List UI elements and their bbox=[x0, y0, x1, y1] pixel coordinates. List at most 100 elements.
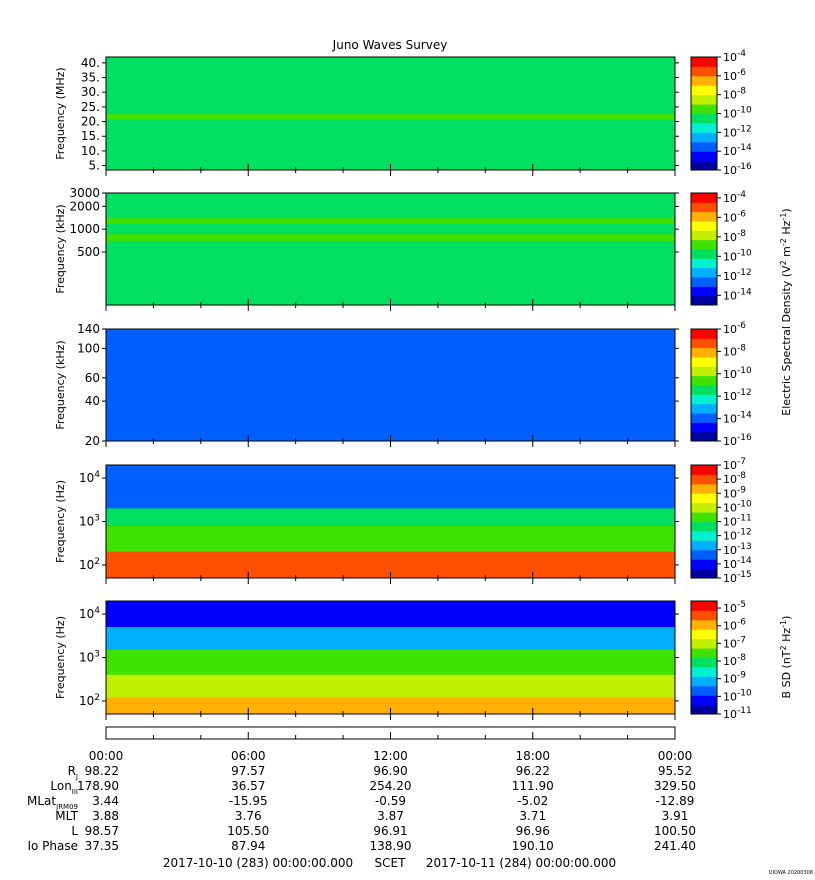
ephemeris-value: 111.90 bbox=[512, 779, 554, 793]
colorbar-segment bbox=[691, 483, 717, 494]
ephemeris-row-label: LonIII bbox=[50, 779, 78, 796]
ephemeris-table: 00:00 06:00 12:00 18:00 00:00 RJ 98.22 97.57 96.… bbox=[27, 749, 696, 853]
colorbar-tick-label: 10-6 bbox=[723, 68, 746, 83]
ephemeris-row-label: L bbox=[71, 824, 78, 838]
ephemeris-value: 37.35 bbox=[85, 839, 119, 853]
y-tick-label: 104 bbox=[79, 470, 100, 485]
colorbar-segment bbox=[691, 413, 717, 423]
colorbar-segment bbox=[691, 75, 717, 86]
ephemeris-value: 100.50 bbox=[654, 824, 696, 838]
ephemeris-value: -5.02 bbox=[517, 794, 548, 808]
ephemeris-value: 98.22 bbox=[85, 764, 119, 778]
ephemeris-value: 96.22 bbox=[516, 764, 550, 778]
spectrogram-band bbox=[106, 649, 675, 675]
ephemeris-value: 3.76 bbox=[235, 809, 262, 823]
colorbar-tick-label: 10-10 bbox=[723, 688, 752, 703]
scet-label: SCET bbox=[375, 856, 407, 870]
colorbar-segment bbox=[691, 295, 717, 306]
colorbar-segment bbox=[691, 493, 717, 504]
time-label: 00:00 bbox=[658, 749, 693, 763]
spectrogram-background bbox=[106, 57, 675, 170]
colorbar-tick-label: 10-10 bbox=[723, 366, 752, 381]
colorbar-segment bbox=[691, 465, 717, 475]
panels-group: 5.10.15.20.25.30.35.40. Frequency (MHz) 10… bbox=[54, 49, 752, 721]
colorbar-tick-label: 10-12 bbox=[723, 124, 752, 139]
colorbar-tick-label: 10-16 bbox=[723, 433, 752, 448]
ephemeris-value: 98.57 bbox=[85, 824, 119, 838]
colorbar-tick-label: 10-6 bbox=[723, 321, 746, 336]
colorbar-tick-label: 10-14 bbox=[723, 143, 752, 158]
colorbar-tick-label: 10-16 bbox=[723, 162, 752, 177]
colorbar-tick-label: 10-14 bbox=[723, 287, 752, 302]
panel-p1: 5.10.15.20.25.30.35.40. Frequency (MHz) 10… bbox=[54, 49, 752, 177]
colorbar-segment bbox=[691, 329, 717, 339]
spectrogram-band bbox=[106, 627, 675, 650]
ephemeris-value: -0.59 bbox=[375, 794, 406, 808]
colorbar-tick-label: 10-9 bbox=[723, 671, 746, 686]
time-label: 12:00 bbox=[373, 749, 408, 763]
colorbar-tick-label: 10-11 bbox=[723, 706, 752, 721]
y-tick-label: 15. bbox=[81, 129, 100, 143]
y-tick-label: 30. bbox=[81, 85, 100, 99]
colorbar-segment bbox=[691, 258, 717, 269]
colorbar-segment bbox=[691, 394, 717, 405]
colorbar-segment bbox=[691, 239, 717, 250]
y-tick-label: 102 bbox=[79, 557, 100, 572]
colorbar-segment bbox=[691, 521, 717, 532]
y-axis-label: Frequency (Hz) bbox=[54, 616, 67, 699]
ephemeris-value: 254.20 bbox=[370, 779, 412, 793]
colorbar-tick-label: 10-13 bbox=[723, 542, 752, 557]
colorbar-frame bbox=[690, 600, 718, 715]
colorbar-segment bbox=[691, 685, 717, 696]
y-axis-label: Frequency (MHz) bbox=[54, 67, 67, 159]
colorbar-tick-label: 10-10 bbox=[723, 106, 752, 121]
date-end: 2017-10-11 (284) 00:00:00.000 bbox=[426, 856, 616, 870]
colorbar-segment bbox=[691, 375, 717, 386]
colorbar-segment bbox=[691, 66, 717, 77]
spectrogram-background bbox=[106, 193, 675, 305]
colorbar-tick-label: 10-8 bbox=[723, 471, 746, 486]
colorbar-segment bbox=[691, 249, 717, 259]
panel-p5: 102 103 104 Frequency (Hz) 10-11 10-10 10-9 10-… bbox=[54, 600, 752, 721]
y-tick-label: 35. bbox=[81, 71, 100, 85]
ephemeris-value: 178.90 bbox=[77, 779, 119, 793]
colorbar-segment bbox=[691, 530, 717, 541]
colorbar-segment bbox=[691, 619, 717, 630]
colorbar-segment bbox=[691, 676, 717, 687]
y-tick-label: 40. bbox=[81, 56, 100, 70]
colorbar-segment bbox=[691, 113, 717, 124]
y-tick-label: 20 bbox=[85, 434, 100, 448]
colorbar-segment bbox=[691, 610, 717, 621]
spectrogram-band bbox=[106, 525, 675, 552]
footer-stamp: UIOWA 20200306 bbox=[769, 870, 813, 876]
ephemeris-value: 3.44 bbox=[92, 794, 119, 808]
ephemeris-value: 36.57 bbox=[231, 779, 265, 793]
colorbar-segment bbox=[691, 559, 717, 570]
colorbar-tick-label: 10-8 bbox=[723, 343, 746, 358]
colorbar-segment bbox=[691, 666, 717, 677]
colorbar-segment bbox=[691, 657, 717, 668]
colorbar-tick-label: 10-15 bbox=[723, 570, 752, 585]
ephemeris-value: 3.87 bbox=[377, 809, 404, 823]
colorbar-segment bbox=[691, 104, 717, 114]
colorbar-segment bbox=[691, 221, 717, 231]
colorbar-segment bbox=[691, 648, 717, 658]
colorbar-tick-label: 10-11 bbox=[723, 514, 752, 529]
colorbar-segment bbox=[691, 132, 717, 143]
colorbar-segment bbox=[691, 422, 717, 433]
spectrogram-band bbox=[106, 601, 675, 628]
colorbar-tick-label: 10-10 bbox=[723, 248, 752, 263]
colorbar-tick-label: 10-6 bbox=[723, 209, 746, 224]
colorbar-segment bbox=[691, 57, 717, 67]
ephemeris-value: -15.95 bbox=[229, 794, 268, 808]
colorbar-segment bbox=[691, 347, 717, 358]
y-tick-label: 25. bbox=[81, 100, 100, 114]
colorbar-tick-label: 10-8 bbox=[723, 229, 746, 244]
colorbar-segment bbox=[691, 549, 717, 560]
colorbar-segment bbox=[691, 141, 717, 152]
ephemeris-value: -12.89 bbox=[656, 794, 695, 808]
y-tick-label: 500 bbox=[77, 245, 100, 259]
colorbar-frame bbox=[690, 328, 718, 442]
